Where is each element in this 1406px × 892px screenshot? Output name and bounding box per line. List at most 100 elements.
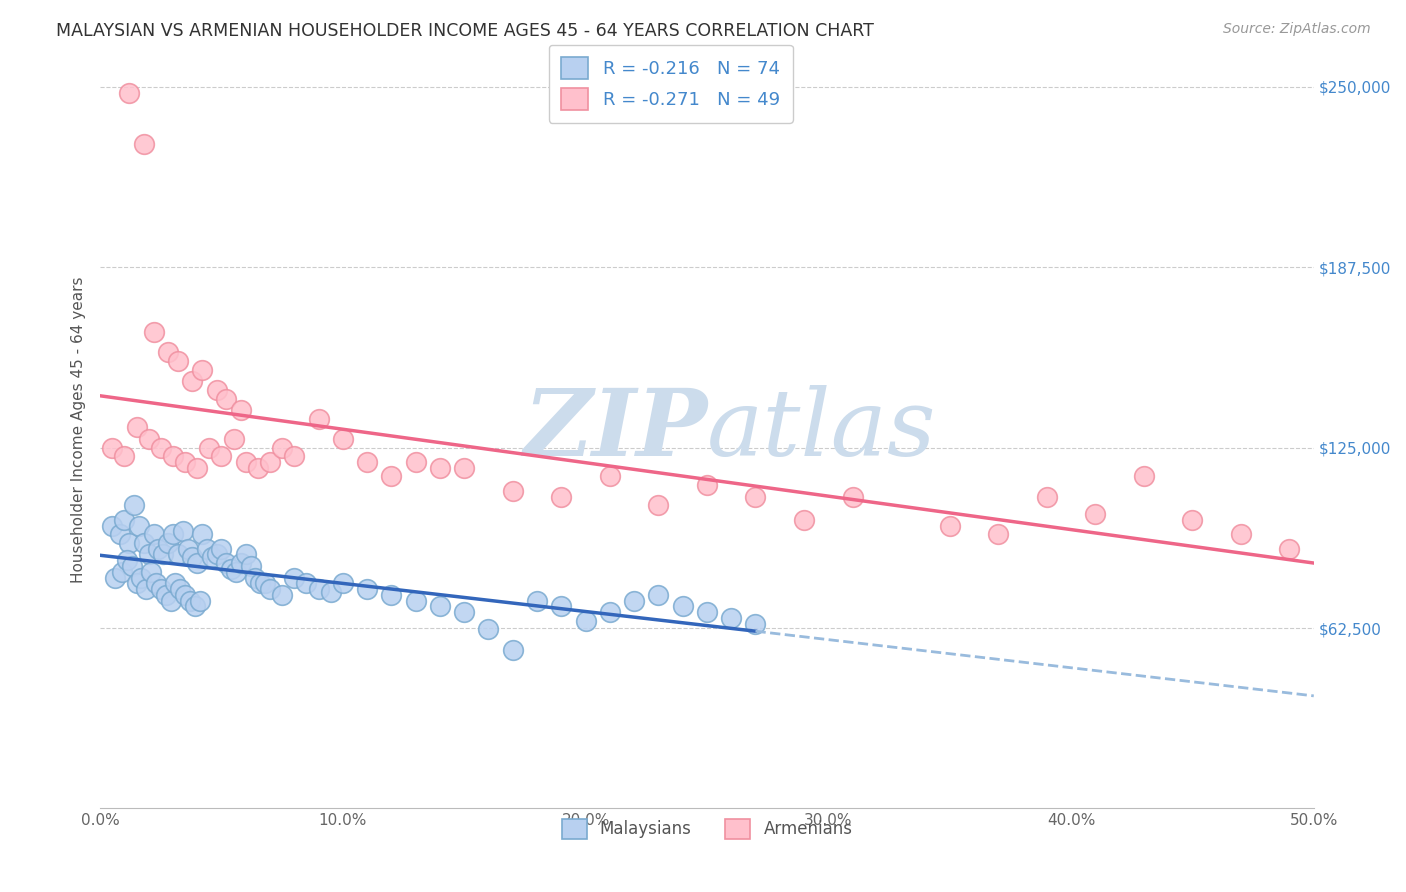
Point	[319, 585, 342, 599]
Point	[101, 518, 124, 533]
Point	[574, 614, 596, 628]
Point	[744, 490, 766, 504]
Point	[380, 588, 402, 602]
Point	[188, 593, 211, 607]
Point	[191, 527, 214, 541]
Point	[380, 469, 402, 483]
Point	[453, 460, 475, 475]
Point	[181, 550, 204, 565]
Point	[477, 623, 499, 637]
Point	[132, 137, 155, 152]
Point	[623, 593, 645, 607]
Y-axis label: Householder Income Ages 45 - 64 years: Householder Income Ages 45 - 64 years	[72, 277, 86, 582]
Point	[246, 460, 269, 475]
Point	[112, 513, 135, 527]
Point	[429, 460, 451, 475]
Point	[111, 565, 134, 579]
Point	[793, 513, 815, 527]
Point	[211, 450, 233, 464]
Point	[259, 455, 281, 469]
Point	[405, 593, 427, 607]
Point	[108, 527, 131, 541]
Point	[155, 588, 177, 602]
Point	[271, 441, 294, 455]
Point	[122, 499, 145, 513]
Point	[142, 325, 165, 339]
Point	[138, 432, 160, 446]
Point	[139, 565, 162, 579]
Point	[215, 392, 238, 406]
Point	[356, 455, 378, 469]
Point	[176, 541, 198, 556]
Point	[1133, 469, 1156, 483]
Point	[219, 562, 242, 576]
Point	[191, 362, 214, 376]
Point	[259, 582, 281, 596]
Point	[1278, 541, 1301, 556]
Point	[132, 536, 155, 550]
Point	[128, 518, 150, 533]
Point	[254, 576, 277, 591]
Point	[245, 570, 267, 584]
Point	[179, 593, 201, 607]
Point	[283, 450, 305, 464]
Point	[148, 541, 170, 556]
Point	[135, 582, 157, 596]
Point	[149, 582, 172, 596]
Legend: Malaysians, Armenians: Malaysians, Armenians	[555, 812, 859, 846]
Point	[166, 354, 188, 368]
Point	[174, 588, 197, 602]
Point	[1084, 507, 1107, 521]
Point	[142, 527, 165, 541]
Point	[205, 383, 228, 397]
Point	[550, 599, 572, 614]
Point	[174, 455, 197, 469]
Point	[149, 441, 172, 455]
Point	[131, 570, 153, 584]
Point	[101, 441, 124, 455]
Point	[1035, 490, 1057, 504]
Point	[118, 536, 141, 550]
Point	[308, 582, 330, 596]
Point	[115, 553, 138, 567]
Point	[599, 605, 621, 619]
Point	[159, 593, 181, 607]
Point	[453, 605, 475, 619]
Point	[229, 556, 252, 570]
Point	[169, 582, 191, 596]
Point	[125, 420, 148, 434]
Point	[205, 548, 228, 562]
Point	[172, 524, 194, 539]
Point	[235, 548, 257, 562]
Point	[225, 565, 247, 579]
Point	[112, 450, 135, 464]
Point	[1181, 513, 1204, 527]
Point	[145, 576, 167, 591]
Point	[165, 576, 187, 591]
Point	[550, 490, 572, 504]
Text: Source: ZipAtlas.com: Source: ZipAtlas.com	[1223, 22, 1371, 37]
Point	[249, 576, 271, 591]
Point	[356, 582, 378, 596]
Point	[215, 556, 238, 570]
Point	[696, 478, 718, 492]
Point	[841, 490, 863, 504]
Point	[211, 541, 233, 556]
Point	[332, 576, 354, 591]
Point	[429, 599, 451, 614]
Point	[502, 642, 524, 657]
Point	[186, 460, 208, 475]
Point	[599, 469, 621, 483]
Point	[118, 86, 141, 100]
Point	[229, 403, 252, 417]
Point	[938, 518, 960, 533]
Point	[405, 455, 427, 469]
Point	[121, 558, 143, 573]
Point	[157, 345, 180, 359]
Point	[720, 611, 742, 625]
Point	[166, 548, 188, 562]
Point	[162, 527, 184, 541]
Point	[332, 432, 354, 446]
Point	[222, 432, 245, 446]
Text: MALAYSIAN VS ARMENIAN HOUSEHOLDER INCOME AGES 45 - 64 YEARS CORRELATION CHART: MALAYSIAN VS ARMENIAN HOUSEHOLDER INCOME…	[56, 22, 875, 40]
